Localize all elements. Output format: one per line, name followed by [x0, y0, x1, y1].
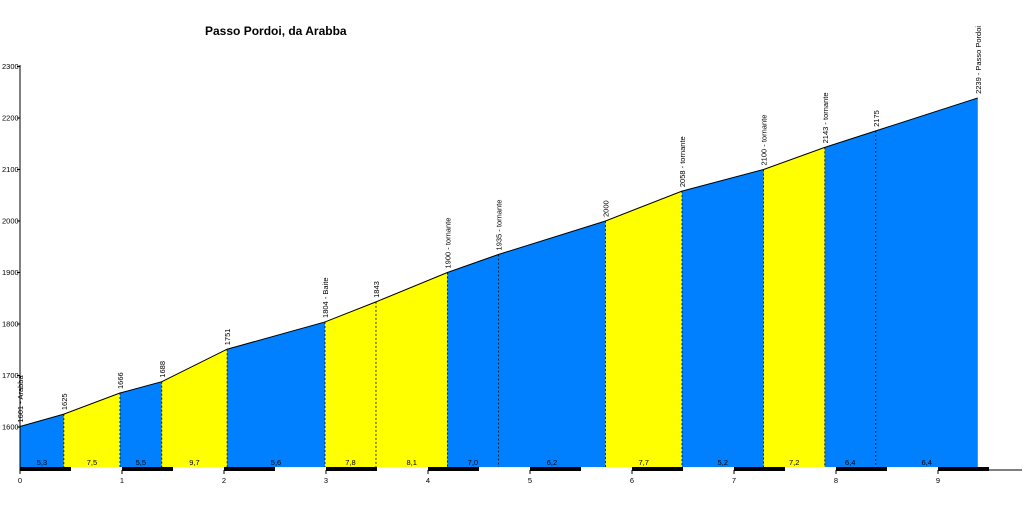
point-label: 2143 - tornante	[821, 92, 830, 143]
gradient-label: 7,8	[345, 458, 355, 467]
point-label: 1900 - tornante	[443, 218, 452, 269]
segment-fill	[63, 393, 120, 468]
segment-fill	[875, 97, 978, 468]
scale-bar-block	[887, 467, 938, 471]
gradient-label: 7,7	[639, 458, 649, 467]
x-tick-label: 0	[18, 476, 22, 485]
point-label: 2175	[872, 110, 881, 127]
scale-bar-block	[683, 467, 734, 471]
x-tick-label: 2	[222, 476, 226, 485]
segment-fill	[227, 321, 325, 468]
gradient-label: 7,2	[789, 458, 799, 467]
x-tick-label: 6	[630, 476, 634, 485]
segment-fill	[605, 191, 682, 468]
point-label: 1935 - tornante	[494, 200, 503, 251]
scale-bar-block	[428, 467, 479, 471]
y-axis-ticks: 1600 1700 1800 1900 2000 2100 2200 2300	[2, 62, 20, 432]
point-label: 1688	[158, 361, 167, 378]
scale-bar-block	[224, 467, 275, 471]
y-tick-label: 1900	[2, 268, 19, 277]
gradient-label: 9,7	[189, 458, 199, 467]
scale-bar-block	[530, 467, 581, 471]
point-labels: 1601 - Arabba 1625 1666 1688 1751 1804 - Bait…	[16, 26, 983, 423]
y-tick-label: 2000	[2, 217, 19, 226]
point-label: 1625	[60, 393, 69, 410]
y-tick-label: 2200	[2, 114, 19, 123]
segment-fill	[447, 254, 499, 468]
x-tick-label: 1	[120, 476, 124, 485]
gradient-label: 7,0	[468, 458, 478, 467]
scale-bar-block	[173, 467, 224, 471]
elevation-line	[19, 97, 978, 427]
gradient-label: 6,4	[845, 458, 855, 467]
gradient-label: 5,5	[136, 458, 146, 467]
scale-bar-block	[122, 467, 173, 471]
point-label: 2000	[601, 200, 610, 217]
scale-bar-block	[275, 467, 326, 471]
scale-bar-block	[836, 467, 887, 471]
x-tick-label: 8	[834, 476, 838, 485]
scale-bar-block	[938, 467, 989, 471]
point-label: 2100 - tornante	[760, 115, 769, 166]
point-label: 1751	[223, 329, 232, 346]
gradient-label: 5,6	[271, 458, 281, 467]
point-label: 1666	[116, 372, 125, 389]
segment-fill	[20, 414, 64, 468]
point-label: 1843	[372, 281, 381, 298]
scale-bar-block	[581, 467, 632, 471]
y-tick-label: 2100	[2, 165, 19, 174]
segment-fill	[824, 130, 876, 468]
y-tick-label: 1800	[2, 320, 19, 329]
segment-fill	[119, 381, 162, 468]
scale-bar-block	[20, 467, 71, 471]
x-tick-label: 3	[324, 476, 328, 485]
x-tick-label: 7	[732, 476, 736, 485]
segment-fill	[324, 301, 376, 468]
x-tick-label: 5	[528, 476, 532, 485]
y-tick-label: 1600	[2, 423, 19, 432]
x-axis-ticks: 0 1 2 3 4 5 6 7 8 9	[18, 470, 940, 485]
scale-bar-block	[71, 467, 122, 471]
chart-title: Passo Pordoi, da Arabba	[205, 24, 347, 38]
point-label: 1601 - Arabba	[16, 375, 25, 423]
segment-fill	[498, 221, 606, 468]
segment-fill	[375, 272, 448, 468]
segment-fill	[681, 169, 764, 468]
y-tick-label: 1700	[2, 371, 19, 380]
gradient-label: 6,2	[547, 458, 557, 467]
scale-bar-block	[734, 467, 785, 471]
x-tick-label: 4	[426, 476, 430, 485]
scale-bar-block	[326, 467, 377, 471]
gradient-label: 5,3	[37, 458, 47, 467]
distance-scale-bar	[20, 467, 989, 471]
scale-bar-block	[785, 467, 836, 471]
profile-line	[19, 97, 978, 427]
y-tick-label: 2300	[2, 62, 19, 71]
gradient-label: 8,1	[406, 458, 416, 467]
point-label: 2239 - Passo Pordoi	[974, 26, 983, 94]
gradient-label: 5,2	[718, 458, 728, 467]
point-label: 2058 - tornante	[678, 136, 687, 187]
point-label: 1804 - Baite	[321, 277, 330, 317]
scale-bar-block	[632, 467, 683, 471]
profile-segments	[20, 97, 978, 469]
scale-bar-block	[377, 467, 428, 471]
x-tick-label: 9	[936, 476, 940, 485]
scale-bar-block	[479, 467, 530, 471]
gradient-label: 6,4	[922, 458, 932, 467]
segment-fill	[763, 147, 825, 469]
segment-dividers	[63, 130, 877, 468]
gradient-label: 7,5	[87, 458, 97, 467]
gradient-labels: 5,3 7,5 5,5 9,7 5,6 7,8 8,1 7,0 6,2 7,7 5,2 7,2 6,4 6…	[37, 458, 932, 467]
segment-fill	[161, 349, 228, 468]
